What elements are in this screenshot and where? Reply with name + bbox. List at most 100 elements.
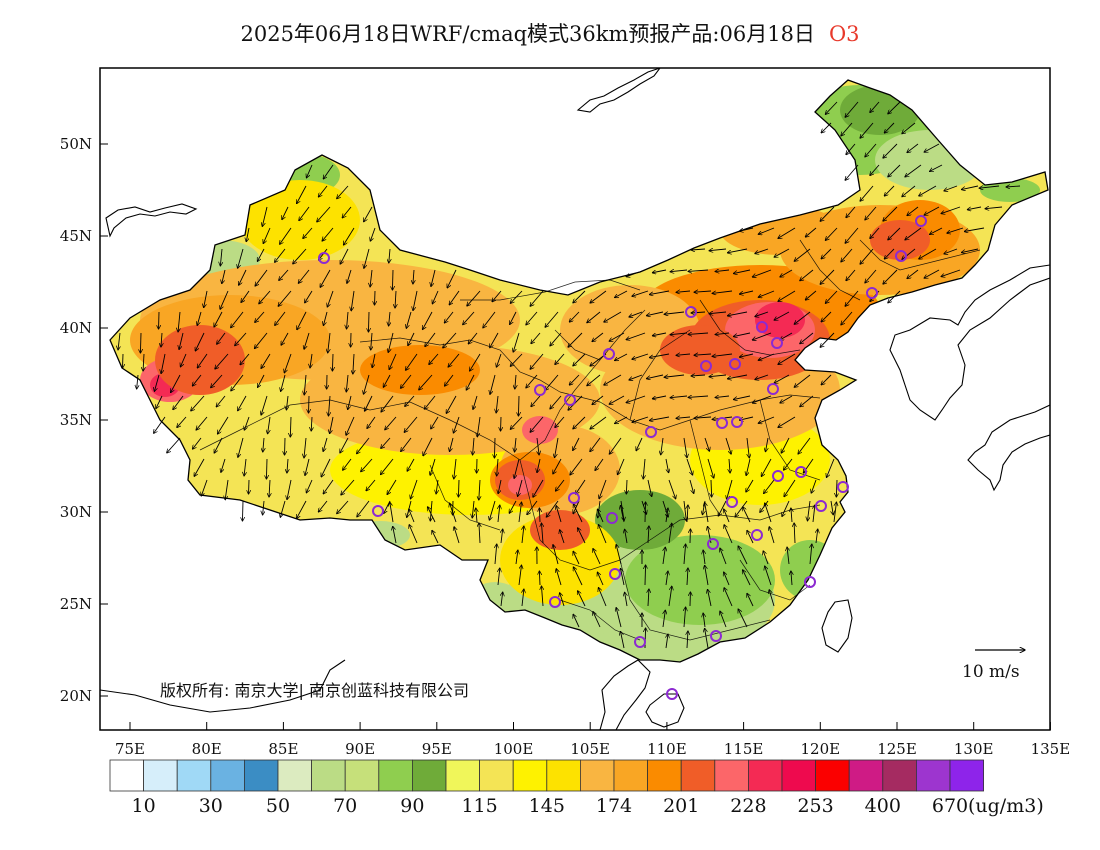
wind-arrow — [784, 479, 796, 497]
wind-arrow — [845, 101, 859, 117]
wind-arrow — [725, 437, 731, 454]
wind-arrow — [724, 525, 733, 544]
wind-arrow — [366, 479, 376, 491]
wind-arrow — [269, 479, 270, 497]
lon-tick-label: 135E — [1031, 740, 1071, 758]
colorbar-swatch — [277, 759, 312, 792]
wind-arrow — [924, 206, 940, 215]
wind-arrow — [262, 206, 268, 226]
wind-arrow — [320, 269, 331, 287]
wind-arrow — [746, 458, 751, 476]
wind-arrow — [343, 227, 355, 245]
wind-arrow — [670, 396, 688, 398]
wind-arrow — [526, 374, 538, 388]
lon-tick-label: 90E — [345, 740, 375, 758]
wind-arrow — [905, 227, 922, 240]
colorbar-label: 228 — [730, 795, 766, 817]
wind-arrow — [845, 290, 859, 306]
wind-arrow — [727, 311, 748, 316]
wind-arrow — [522, 526, 524, 544]
wind-arrow — [263, 500, 264, 515]
wind-arrow — [964, 227, 985, 232]
wind-arrow — [401, 437, 412, 452]
wind-arrow — [261, 395, 268, 415]
wind-arrow — [764, 479, 775, 493]
wind-arrow — [404, 416, 418, 432]
colorbar: 10 30 50 70 90 115 145 174 201 228 253 400 670 (ug/m3… — [109, 759, 1044, 817]
wind-arrow — [287, 479, 292, 500]
wind-arrow — [573, 437, 580, 451]
wind-arrow — [447, 269, 457, 288]
wind-arrow — [371, 332, 372, 350]
wind-arrow — [238, 248, 244, 268]
wind-arrow — [944, 248, 958, 254]
wind-arrow — [222, 269, 226, 284]
wind-arrow — [357, 500, 370, 517]
wind-arrow — [323, 164, 334, 179]
wind-arrow — [323, 479, 334, 494]
lat-tick-label: 35N — [60, 411, 92, 429]
wind-arrow — [590, 416, 607, 429]
city-marker — [726, 496, 738, 508]
wind-arrow — [446, 395, 457, 413]
wind-arrow — [604, 311, 622, 322]
wind-arrow — [454, 527, 460, 544]
city-marker — [895, 250, 907, 262]
wind-arrow — [683, 437, 687, 458]
wind-arrow — [755, 374, 769, 380]
colorbar-swatch — [210, 759, 245, 792]
wind-arrow — [560, 593, 565, 607]
wind-arrow — [626, 479, 627, 494]
wind-arrow — [774, 311, 790, 320]
wind-arrow — [979, 186, 1000, 188]
wind-arrow — [778, 290, 796, 301]
lake-balkhash-coastline — [105, 203, 198, 238]
wind-arrow — [410, 479, 418, 499]
wind-arrow — [632, 416, 649, 422]
wind-arrow — [778, 227, 796, 238]
city-marker — [866, 287, 878, 299]
wind-arrow — [154, 416, 166, 433]
wind-arrow — [405, 395, 415, 406]
wind-arrow — [821, 122, 832, 133]
city-marker — [707, 538, 719, 550]
wind-arrow — [738, 546, 748, 565]
wind-arrow — [620, 568, 625, 586]
city-marker — [318, 252, 330, 264]
lon-tick-label: 95E — [422, 740, 452, 758]
wind-arrow — [870, 227, 880, 239]
wind-arrow — [810, 544, 812, 565]
city-marker — [915, 215, 927, 227]
wind-arrow — [370, 227, 376, 241]
lon-tick-label: 75E — [115, 740, 145, 758]
wind-arrow — [550, 332, 562, 346]
wind-arrow — [280, 227, 292, 244]
lon-tick-label: 115E — [724, 740, 764, 758]
wind-arrow — [340, 248, 349, 264]
lat-tick-label: 50N — [60, 135, 92, 153]
wind-arrow — [364, 395, 373, 411]
wind-arrow — [646, 311, 664, 316]
wind-arrow — [363, 374, 370, 394]
wind-arrow — [684, 544, 686, 565]
wind-arrow — [578, 528, 586, 544]
wind-arrow — [733, 332, 751, 337]
colorbar-swatch — [512, 759, 548, 792]
wind-arrow — [259, 290, 271, 304]
wind-arrow — [122, 353, 123, 368]
wind-arrow — [453, 416, 460, 433]
wind-arrow — [845, 227, 859, 243]
wind-arrow — [778, 416, 796, 427]
wind-arrow — [476, 508, 477, 523]
wind-arrow — [661, 437, 663, 455]
wind-arrow — [472, 500, 474, 518]
pollutant-label: O3 — [828, 22, 860, 46]
wind-arrow — [907, 206, 919, 216]
wind-arrow — [652, 269, 667, 273]
wind-arrow — [646, 374, 664, 379]
wind-arrow — [743, 507, 751, 523]
wind-arrow — [663, 610, 665, 628]
wind-arrow — [220, 290, 229, 309]
wind-arrow — [509, 500, 517, 513]
wind-arrow — [715, 396, 730, 398]
